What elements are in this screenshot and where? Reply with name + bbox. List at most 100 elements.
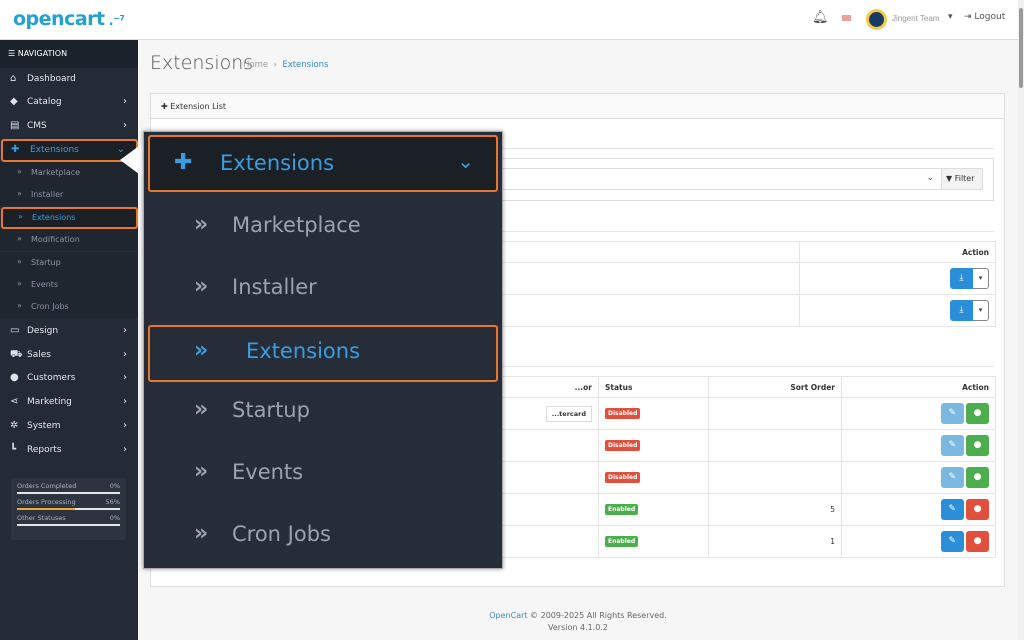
- double-chevron-icon: »: [17, 189, 22, 198]
- callout-events[interactable]: » Events: [194, 459, 304, 484]
- column-header-action: Action: [799, 241, 996, 263]
- chevron-right-icon: ›: [123, 96, 127, 107]
- nav-header[interactable]: ☰ NAVIGATION: [0, 40, 138, 68]
- filter-button[interactable]: ▼ Filter: [941, 168, 983, 190]
- double-chevron-icon: »: [194, 397, 209, 422]
- user-dropdown-caret-icon[interactable]: ▾: [948, 12, 953, 22]
- nav-marketing[interactable]: ⋖ Marketing ›: [10, 396, 127, 407]
- progress-bar: [17, 492, 120, 494]
- double-chevron-icon: »: [18, 212, 23, 221]
- newspaper-icon: ▤: [10, 120, 20, 131]
- status-badge: Enabled: [605, 536, 639, 547]
- chevron-right-icon: ›: [123, 420, 127, 431]
- footer: OpenCart © 2009-2025 All Rights Reserved…: [489, 611, 667, 632]
- callout-startup[interactable]: » Startup: [194, 397, 310, 422]
- edit-button[interactable]: ✎: [940, 435, 964, 456]
- breadcrumb-extensions[interactable]: Extensions: [282, 60, 329, 70]
- logout-icon: ⇥: [964, 12, 975, 22]
- sort-order: [708, 397, 842, 430]
- double-chevron-icon: »: [17, 257, 22, 266]
- stat-orders-completed: Orders Completed 0%: [17, 482, 120, 494]
- chart-icon: ┗: [10, 444, 17, 455]
- language-flag-icon[interactable]: [842, 15, 851, 21]
- chevron-right-icon: ›: [123, 372, 127, 383]
- double-chevron-icon: »: [17, 301, 22, 310]
- divider: [161, 231, 994, 232]
- user-icon: ●: [10, 372, 19, 383]
- breadcrumb-home[interactable]: Home: [243, 60, 269, 70]
- dropdown-toggle[interactable]: ▾: [973, 268, 989, 289]
- nav-sales[interactable]: ⛟ Sales ›: [10, 349, 127, 360]
- double-chevron-icon: »: [17, 279, 22, 288]
- status-badge: Disabled: [605, 408, 641, 419]
- callout-pointer: [120, 140, 147, 180]
- bell-icon[interactable]: 🔔︎: [812, 10, 829, 25]
- callout-cron-jobs[interactable]: » Cron Jobs: [194, 521, 331, 546]
- nav-reports[interactable]: ┗ Reports ›: [10, 444, 127, 455]
- sort-order: [708, 461, 842, 494]
- install-button[interactable]: ●: [966, 403, 989, 424]
- nav-sub-installer[interactable]: » Installer: [0, 184, 138, 206]
- opencart-link[interactable]: OpenCart: [489, 611, 528, 620]
- breadcrumb: Home › Extensions: [243, 60, 329, 70]
- nav-sub-modification[interactable]: » Modification: [0, 229, 138, 251]
- edit-button[interactable]: ✎: [940, 403, 964, 424]
- nav-design[interactable]: ▭ Design ›: [10, 325, 127, 336]
- chevron-down-icon: ⌄: [926, 173, 934, 183]
- install-button[interactable]: ●: [966, 467, 989, 488]
- card-header: ✚ Extension List: [151, 94, 1004, 119]
- double-chevron-icon: »: [194, 459, 209, 484]
- scrollbar[interactable]: [1018, 0, 1024, 640]
- gear-icon: ✲: [10, 420, 19, 431]
- uninstall-button[interactable]: ●: [966, 531, 989, 552]
- install-button[interactable]: ⤓: [950, 268, 973, 289]
- double-chevron-icon: »: [194, 521, 209, 546]
- nav-cms[interactable]: ▤ CMS ›: [10, 120, 127, 131]
- nav-sub-marketplace[interactable]: » Marketplace: [0, 162, 138, 184]
- nav-dashboard[interactable]: ⌂ Dashboard: [10, 73, 76, 84]
- nav-customers[interactable]: ● Customers ›: [10, 372, 127, 383]
- status-badge: Enabled: [605, 504, 639, 515]
- column-header-sort-order: Sort Order: [708, 376, 842, 398]
- divider: [161, 366, 994, 367]
- callout-marketplace[interactable]: » Marketplace: [194, 212, 361, 237]
- double-chevron-icon: »: [17, 234, 22, 243]
- opencart-logo[interactable]: opencart .⁻⁷: [13, 8, 125, 30]
- nav-sub-startup[interactable]: » Startup: [0, 252, 138, 274]
- filter-icon: ▼: [946, 174, 953, 183]
- nav-system[interactable]: ✲ System ›: [10, 420, 127, 431]
- nav-catalog[interactable]: ◆ Catalog ›: [10, 96, 127, 107]
- stat-orders-processing: Orders Processing 56%: [17, 498, 120, 510]
- uninstall-button[interactable]: ●: [966, 499, 989, 520]
- nav-sub-extensions[interactable]: » Extensions: [1, 207, 138, 229]
- stat-other-statuses: Other Statuses 0%: [17, 514, 120, 526]
- puzzle-icon: ✚: [11, 144, 20, 155]
- column-header-action: Action: [841, 376, 996, 398]
- callout-installer[interactable]: » Installer: [194, 274, 317, 299]
- edit-button[interactable]: ✎: [940, 499, 964, 520]
- desktop-icon: ▭: [10, 325, 20, 336]
- edit-button[interactable]: ✎: [940, 467, 964, 488]
- vendor-label: ...tercard: [545, 406, 592, 422]
- chevron-right-icon: ›: [123, 325, 127, 336]
- dropdown-toggle[interactable]: ▾: [973, 300, 989, 321]
- chevron-right-icon: ›: [123, 444, 127, 455]
- nav-sub-cron-jobs[interactable]: » Cron Jobs: [0, 296, 138, 318]
- sort-order: 5: [708, 493, 842, 526]
- nav-extensions[interactable]: ✚ Extensions ⌄: [1, 139, 138, 162]
- nav-sub-events[interactable]: » Events: [0, 274, 138, 296]
- chevron-right-icon: ›: [123, 120, 127, 131]
- user-name[interactable]: Jingent Team: [892, 14, 940, 23]
- install-button[interactable]: ⤓: [950, 300, 973, 321]
- logout-link[interactable]: ⇥ Logout: [964, 12, 1006, 22]
- tag-icon: ◆: [10, 96, 18, 107]
- callout-extensions-header[interactable]: ✚ Extensions ⌄: [148, 135, 498, 192]
- chevron-down-icon: ⌄: [457, 149, 474, 173]
- page-title: Extensions: [150, 52, 254, 74]
- avatar[interactable]: [866, 9, 887, 30]
- edit-button[interactable]: ✎: [940, 531, 964, 552]
- order-stats: Orders Completed 0% Orders Processing 56% …: [11, 478, 126, 540]
- install-button[interactable]: ●: [966, 435, 989, 456]
- top-header: opencart .⁻⁷ 🔔︎ Jingent Team ▾ ⇥ Logout: [0, 0, 1024, 40]
- callout-extensions[interactable]: » Extensions: [148, 325, 498, 382]
